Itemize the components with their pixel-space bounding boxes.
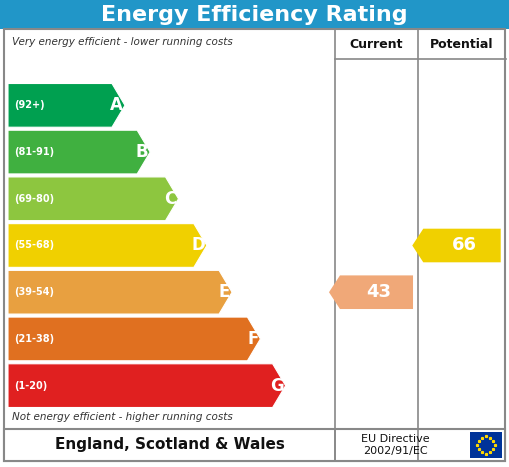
Text: A: A xyxy=(110,96,123,114)
Text: G: G xyxy=(270,377,284,395)
Text: (92+): (92+) xyxy=(14,100,45,110)
Polygon shape xyxy=(329,276,413,309)
Text: 43: 43 xyxy=(366,283,391,301)
Text: (81-91): (81-91) xyxy=(14,147,54,157)
Polygon shape xyxy=(8,84,125,127)
Text: (1-20): (1-20) xyxy=(14,381,47,390)
Text: (69-80): (69-80) xyxy=(14,194,54,204)
Text: (55-68): (55-68) xyxy=(14,241,54,250)
Text: Potential: Potential xyxy=(430,37,494,50)
Text: (39-54): (39-54) xyxy=(14,287,54,297)
Bar xyxy=(0,0,509,29)
Text: Very energy efficient - lower running costs: Very energy efficient - lower running co… xyxy=(12,37,233,47)
Text: Energy Efficiency Rating: Energy Efficiency Rating xyxy=(101,5,407,25)
Text: F: F xyxy=(247,330,259,348)
Bar xyxy=(470,432,502,458)
Polygon shape xyxy=(8,364,286,408)
Bar xyxy=(4,429,505,461)
Polygon shape xyxy=(8,177,179,220)
Text: 66: 66 xyxy=(451,236,476,255)
Text: England, Scotland & Wales: England, Scotland & Wales xyxy=(54,438,285,453)
Polygon shape xyxy=(8,130,150,174)
Polygon shape xyxy=(8,317,261,361)
Text: E: E xyxy=(219,283,230,301)
Polygon shape xyxy=(8,224,207,267)
Polygon shape xyxy=(8,270,232,314)
Text: (21-38): (21-38) xyxy=(14,334,54,344)
Text: D: D xyxy=(191,236,205,255)
Text: C: C xyxy=(164,190,177,208)
Text: EU Directive
2002/91/EC: EU Directive 2002/91/EC xyxy=(361,434,429,456)
Text: Not energy efficient - higher running costs: Not energy efficient - higher running co… xyxy=(12,412,233,422)
Polygon shape xyxy=(412,229,501,262)
Text: Current: Current xyxy=(350,37,403,50)
Text: B: B xyxy=(135,143,148,161)
